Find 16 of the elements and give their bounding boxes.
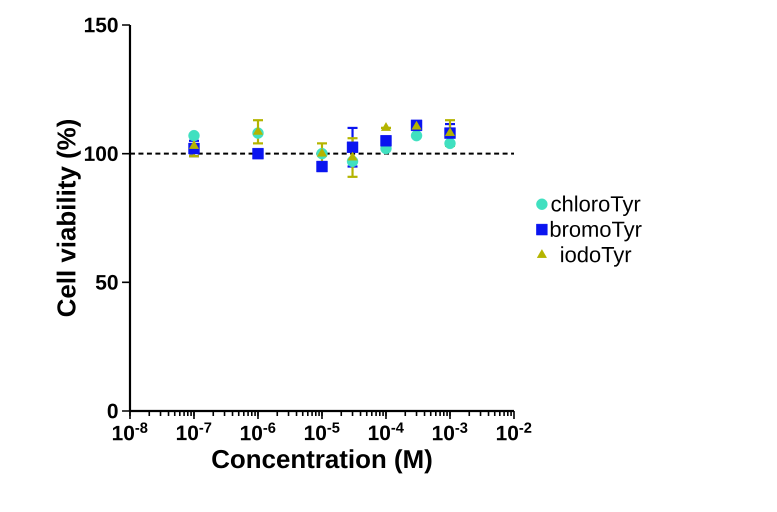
x-tick-label: 10$^{-8}$ [112, 422, 148, 440]
y-tick-label: 0 [108, 404, 118, 418]
legend-label: bromoTyr [550, 220, 642, 242]
x-tick-label: 10$^{-4}$ [368, 422, 404, 440]
y-axis-title: Cell viability (%) [56, 120, 81, 316]
legend-label: iodoTyr [561, 246, 632, 267]
legend-label: chloroTyr [552, 196, 640, 216]
x-axis-title: Concentration (M) [212, 449, 432, 474]
x-tick-label: 10$^{-3}$ [432, 422, 468, 440]
x-tick-label: 10$^{-5}$ [304, 422, 340, 440]
x-tick-label: 10$^{-7}$ [176, 422, 212, 440]
y-tick-label: 50 [96, 274, 118, 290]
x-tick-label: 10$^{-6}$ [240, 422, 276, 440]
y-tick-label: 100 [84, 146, 118, 162]
x-tick-label: 10$^{-2}$ [496, 422, 532, 440]
y-tick-label: 150 [84, 18, 118, 32]
